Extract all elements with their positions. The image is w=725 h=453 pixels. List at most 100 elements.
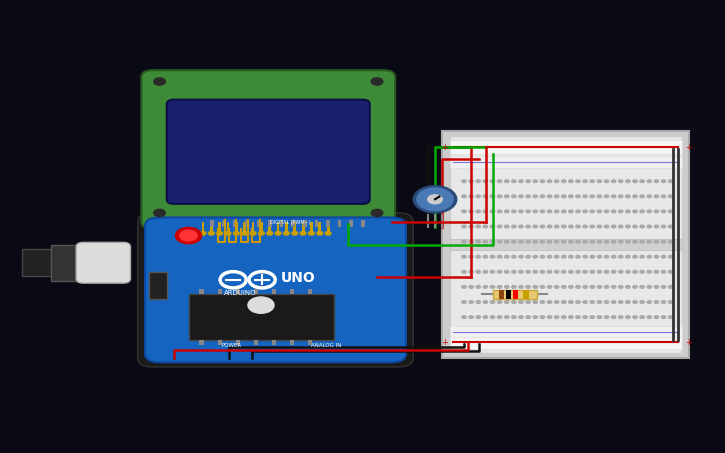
Circle shape <box>291 231 297 235</box>
Circle shape <box>512 316 516 318</box>
Circle shape <box>476 255 481 258</box>
Circle shape <box>626 270 630 273</box>
Circle shape <box>583 210 587 213</box>
Circle shape <box>540 285 544 288</box>
Circle shape <box>540 240 544 243</box>
Bar <box>326 222 329 233</box>
Circle shape <box>668 225 673 228</box>
Circle shape <box>618 316 623 318</box>
Circle shape <box>462 180 466 183</box>
Circle shape <box>526 180 530 183</box>
Circle shape <box>462 270 466 273</box>
Circle shape <box>512 180 516 183</box>
Circle shape <box>547 240 552 243</box>
Circle shape <box>462 301 466 304</box>
Circle shape <box>497 255 502 258</box>
Circle shape <box>583 195 587 198</box>
Circle shape <box>483 225 487 228</box>
Circle shape <box>668 240 673 243</box>
Bar <box>285 222 288 233</box>
Circle shape <box>490 301 494 304</box>
Circle shape <box>540 270 544 273</box>
Circle shape <box>640 316 645 318</box>
Bar <box>243 222 247 233</box>
Text: POWER: POWER <box>222 342 242 347</box>
Circle shape <box>590 210 594 213</box>
Circle shape <box>462 240 466 243</box>
Circle shape <box>611 240 616 243</box>
Circle shape <box>483 270 487 273</box>
Circle shape <box>526 195 530 198</box>
Circle shape <box>519 210 523 213</box>
Circle shape <box>640 195 645 198</box>
Circle shape <box>626 180 630 183</box>
Bar <box>210 222 213 233</box>
Circle shape <box>533 240 537 243</box>
Bar <box>245 220 249 226</box>
Circle shape <box>259 231 264 235</box>
Circle shape <box>526 270 530 273</box>
Bar <box>442 131 689 358</box>
Circle shape <box>562 285 566 288</box>
Circle shape <box>568 210 573 213</box>
Bar <box>361 220 365 226</box>
Circle shape <box>668 285 673 288</box>
Circle shape <box>654 195 658 198</box>
Circle shape <box>555 285 559 288</box>
Circle shape <box>626 285 630 288</box>
Circle shape <box>605 316 609 318</box>
Bar <box>51 245 87 281</box>
Bar <box>450 156 682 168</box>
Circle shape <box>533 301 537 304</box>
Circle shape <box>626 316 630 318</box>
Circle shape <box>611 210 616 213</box>
Bar <box>199 289 204 294</box>
Circle shape <box>562 240 566 243</box>
Circle shape <box>462 225 466 228</box>
Circle shape <box>483 316 487 318</box>
Bar <box>252 222 254 233</box>
Circle shape <box>661 225 666 228</box>
Circle shape <box>618 270 623 273</box>
Bar <box>338 220 341 226</box>
Circle shape <box>483 301 487 304</box>
Circle shape <box>568 225 573 228</box>
Bar <box>218 340 222 345</box>
Circle shape <box>555 301 559 304</box>
Text: ANALOG IN: ANALOG IN <box>311 342 341 347</box>
Text: +: + <box>685 143 692 152</box>
Circle shape <box>583 316 587 318</box>
Bar <box>272 289 276 294</box>
Bar <box>290 340 294 345</box>
Circle shape <box>519 255 523 258</box>
Circle shape <box>661 255 666 258</box>
Circle shape <box>283 231 289 235</box>
Circle shape <box>633 210 637 213</box>
Circle shape <box>526 301 530 304</box>
Circle shape <box>633 225 637 228</box>
Bar <box>280 220 283 226</box>
Circle shape <box>583 255 587 258</box>
Circle shape <box>428 195 442 204</box>
Circle shape <box>605 180 609 183</box>
Circle shape <box>317 231 323 235</box>
Circle shape <box>668 210 673 213</box>
Circle shape <box>519 225 523 228</box>
Bar <box>513 290 518 299</box>
Circle shape <box>555 240 559 243</box>
Bar <box>210 220 214 226</box>
Circle shape <box>417 188 453 211</box>
Circle shape <box>505 255 509 258</box>
Circle shape <box>647 225 652 228</box>
Circle shape <box>540 180 544 183</box>
Bar <box>218 289 222 294</box>
Circle shape <box>597 225 602 228</box>
Circle shape <box>533 285 537 288</box>
Circle shape <box>483 195 487 198</box>
Circle shape <box>590 301 594 304</box>
Circle shape <box>413 186 457 213</box>
Circle shape <box>469 285 473 288</box>
Circle shape <box>519 301 523 304</box>
Circle shape <box>505 316 509 318</box>
Bar <box>326 220 330 226</box>
